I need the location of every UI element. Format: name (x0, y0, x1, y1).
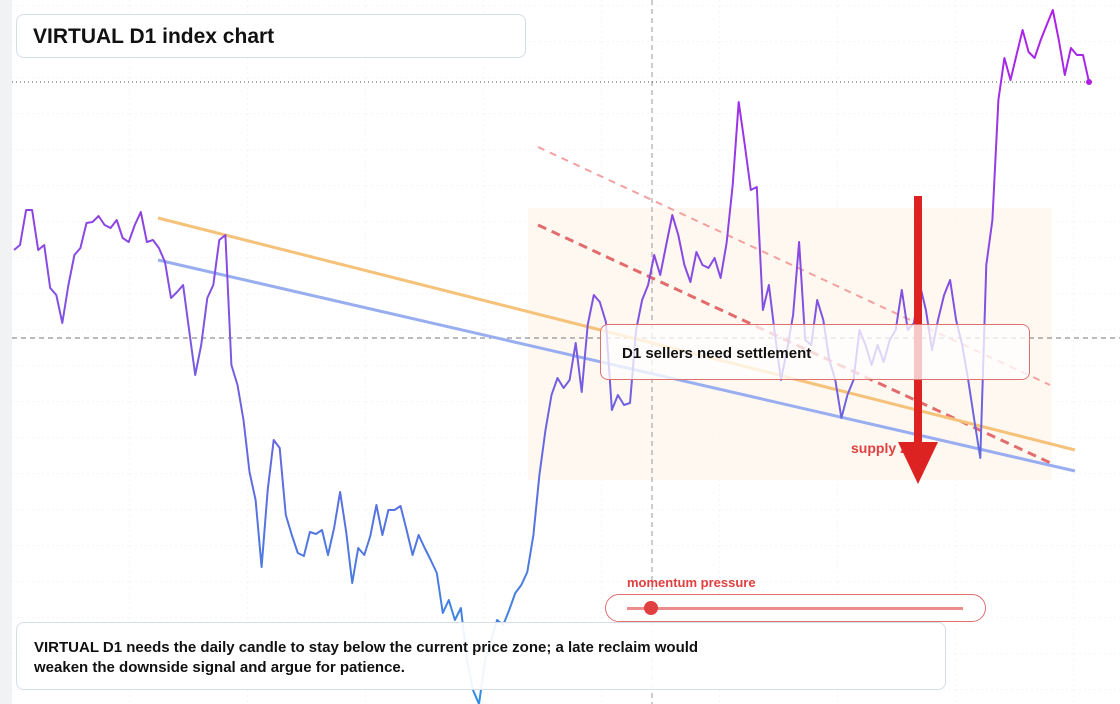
zone-label: D1 sellers need settlement (622, 345, 812, 362)
momentum-box (605, 594, 986, 622)
left-edge (0, 0, 12, 704)
note-box: VIRTUAL D1 needs the daily candle to sta… (16, 622, 946, 690)
last-point (1086, 79, 1092, 85)
note: VIRTUAL D1 needs the daily candle to sta… (34, 639, 699, 676)
slider-knob[interactable] (644, 601, 658, 615)
trend-dash (537, 223, 1056, 467)
title-box: VIRTUAL D1 index chart (16, 14, 526, 58)
zone-box: D1 sellers need settlement (600, 324, 1030, 380)
arrow-head (898, 442, 938, 484)
title: VIRTUAL D1 index chart (33, 25, 275, 48)
slider-track (627, 607, 963, 610)
momentum-label: momentum pressure (627, 575, 756, 590)
